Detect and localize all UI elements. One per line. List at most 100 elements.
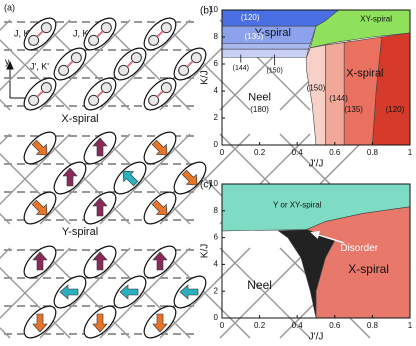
phase-region [221,43,311,50]
dimer-bond [36,90,44,98]
lattice [0,131,371,225]
region-label: (150) [307,83,326,92]
x-tick-label: 0.2 [254,321,266,330]
y-tick-label: 8 [214,32,219,41]
y-axis-label: K/J [200,70,211,84]
lattice-title: Y-spiral [62,226,98,238]
dimer-bond [96,30,104,38]
lattice-title: X-spiral [61,113,98,125]
y-tick-label: 10 [209,179,218,188]
panel-label: (a) [4,2,15,12]
spin-site [100,82,112,94]
x-tick-label: 0.8 [367,148,379,157]
spin-arrow [32,313,48,333]
spin-site [160,82,172,94]
y-tick-label: 10 [209,5,218,14]
y-tick-label: 6 [214,59,219,68]
panel-label: (b) [200,6,212,17]
dimer [83,191,117,225]
spin-arrow [181,169,198,186]
spin-arrow [92,313,108,333]
spin-site [88,34,100,46]
spin-site [148,34,160,46]
region-label: Neel [247,278,272,292]
dimer [143,17,177,51]
dimer [23,77,57,111]
dimer [83,131,117,165]
x-axis-label: J'/J [309,159,324,170]
x-tick-label: 0 [220,321,225,330]
y-tick-label: 6 [214,233,219,242]
phase-region [221,48,309,58]
dimer [53,47,87,81]
dimer [173,47,207,81]
region-label: (135) [344,105,363,114]
region-label: (135) [245,32,264,41]
dimer [143,77,177,111]
spin-arrow [59,284,79,300]
spin-arrow [152,251,168,271]
spin-site [100,22,112,34]
spin-site [28,94,40,106]
x-tick-label: 0 [220,148,225,157]
dimer [23,17,57,51]
panel-label: (c) [200,180,212,191]
spin-site [58,64,70,76]
spin-site [130,52,142,64]
spin-arrow [122,170,139,187]
x-tick-label: 0.6 [329,148,341,157]
x-tick-label: 0.6 [329,321,341,330]
dimer [53,161,87,195]
plot-frame [221,183,411,319]
spin-arrow [92,137,108,157]
y-tick-label: 0 [214,313,219,322]
dimer-bond [156,30,164,38]
dimer-bond [36,30,44,38]
dimer [143,305,177,339]
spin-site [118,64,130,76]
dimer [113,275,147,309]
region-label: XY-spiral [360,15,392,24]
y-tick-label: 2 [214,113,219,122]
dimer [113,47,147,81]
diagonal-bond [0,212,11,225]
dimer [83,77,117,111]
spin-arrow [92,197,108,217]
dimer [143,245,177,279]
region-label: (120) [386,105,405,114]
y-tick-label: 0 [214,140,219,149]
dimer [83,305,117,339]
region-label: (150) [266,68,282,75]
x-axis-label: J'/J [309,332,324,343]
region-label: Y-spiral [255,27,291,39]
spin-site [148,94,160,106]
dimer [83,17,117,51]
dimer [143,131,177,165]
spin-site [40,82,52,94]
y-axis-label: K/J [200,244,211,258]
x-tick-label: 1 [408,148,413,157]
region-label: (180) [250,105,269,114]
dimer [23,245,57,279]
x-tick-label: 0.4 [292,321,304,330]
spin-site [190,52,202,64]
y-tick-label: 4 [214,86,219,95]
spin-site [70,52,82,64]
dimer [173,161,207,195]
bond-label: J', K' [30,61,49,71]
dimer [23,305,57,339]
bond-label: J, K [73,28,89,38]
diagonal-bond [0,326,11,339]
spin-site [160,22,172,34]
region-label: (144) [233,65,249,72]
spin-arrow [92,251,108,271]
dimer [23,131,57,165]
dimer [143,191,177,225]
plot-frame [221,9,411,146]
region-label: (120) [241,13,260,22]
spin-arrow [62,167,78,187]
dimer [173,275,207,309]
x-tick-label: 0.8 [367,321,379,330]
